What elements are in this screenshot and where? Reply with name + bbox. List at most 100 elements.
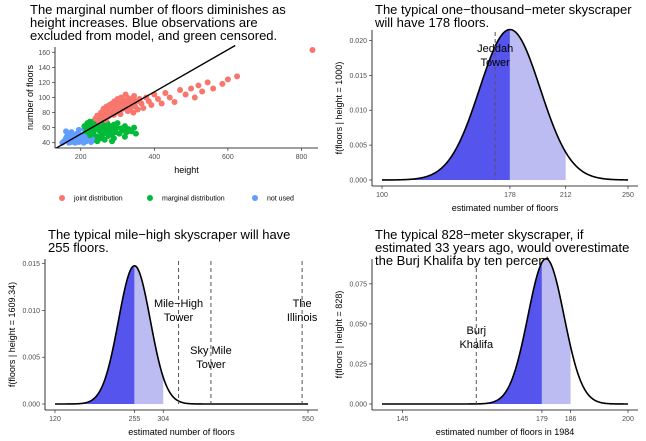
chart-title-line: 255 floors. xyxy=(48,240,109,255)
scatter-point xyxy=(162,89,169,96)
chart-title-line: The marginal number of floors diminishes… xyxy=(30,2,286,17)
y-tick-label: 0.025 xyxy=(349,361,367,368)
y-axis-label: number of floors xyxy=(25,64,35,130)
density-curve xyxy=(382,257,629,405)
y-tick-label: 0.005 xyxy=(349,143,367,150)
x-tick-label: 120 xyxy=(49,416,61,423)
y-axis-label: f(floors | height = 828) xyxy=(334,291,344,379)
scatter-point xyxy=(109,138,116,145)
density-curve xyxy=(55,264,308,405)
scatter-point xyxy=(140,105,147,112)
chart-title-line: excluded from model, and green censored. xyxy=(30,28,277,43)
y-tick-label: 0.000 xyxy=(22,402,40,409)
x-tick-label: 145 xyxy=(397,416,409,423)
density-shade-dark xyxy=(382,262,542,404)
reference-label: Tower xyxy=(164,312,194,324)
x-axis-label: estimated number of floors xyxy=(128,427,235,437)
reference-label: Tower xyxy=(196,359,226,371)
x-tick-label: 186 xyxy=(565,416,577,423)
chart-title-line: will have 178 floors. xyxy=(374,15,489,30)
density-shade-dark xyxy=(382,29,510,180)
scatter-point xyxy=(191,94,198,101)
fit-line xyxy=(55,45,236,148)
x-tick-label: 800 xyxy=(296,154,308,161)
scatter-point xyxy=(68,129,75,136)
x-tick-label: 600 xyxy=(222,154,234,161)
x-tick-label: 100 xyxy=(376,192,388,199)
y-tick-label: 160 xyxy=(38,50,50,57)
scatter-point xyxy=(121,133,128,140)
scatter-point xyxy=(309,47,316,54)
density-shade-light xyxy=(509,29,566,180)
x-axis-label: height xyxy=(174,165,199,175)
scatter-point xyxy=(97,135,104,142)
x-tick-label: 250 xyxy=(622,192,634,199)
scatter-point xyxy=(204,79,211,86)
scatter-points xyxy=(55,45,316,148)
scatter-point xyxy=(148,102,155,109)
density-shade-dark xyxy=(55,265,135,404)
scatter-point xyxy=(75,126,82,133)
scatter-point xyxy=(86,132,93,139)
x-tick-label: 212 xyxy=(560,192,572,199)
chart-title-line: The typical one−thousand−meter skyscrape… xyxy=(375,2,632,17)
scatter-point xyxy=(131,92,138,99)
y-tick-label: 0.050 xyxy=(349,321,367,328)
y-tick-label: 140 xyxy=(38,65,50,72)
x-tick-label: 200 xyxy=(75,154,87,161)
scatter-point xyxy=(132,130,139,137)
density-shade-light xyxy=(134,265,164,404)
scatter-point xyxy=(199,88,206,95)
x-tick-label: 550 xyxy=(302,416,314,423)
legend-key xyxy=(59,195,65,201)
reference-label: Jeddah xyxy=(477,43,513,55)
chart-title-line: The typical 828−meter skyscraper, if xyxy=(375,227,584,242)
legend-key xyxy=(252,195,258,201)
scatter-point xyxy=(177,86,184,93)
x-tick-label: 304 xyxy=(157,416,169,423)
scatter-point xyxy=(188,85,195,92)
reference-label: Tower xyxy=(480,57,510,69)
y-tick-label: 0.010 xyxy=(349,108,367,115)
x-tick-label: 179 xyxy=(536,416,548,423)
scatter-point xyxy=(63,128,70,135)
y-tick-label: 0.010 xyxy=(22,308,40,315)
y-tick-label: 0.015 xyxy=(349,73,367,80)
scatter-point xyxy=(130,109,137,116)
y-tick-label: 120 xyxy=(38,80,50,87)
scatter-point xyxy=(138,100,145,107)
y-tick-label: 0.005 xyxy=(22,355,40,362)
reference-label: The xyxy=(293,298,312,310)
chart-title-line: estimated 33 years ago, would overestima… xyxy=(375,240,629,255)
density-panel-1000m: The typical one−thousand−meter skyscrape… xyxy=(334,2,638,213)
scatter-point xyxy=(195,82,202,89)
scatter-point xyxy=(114,120,121,127)
scatter-point xyxy=(224,76,231,83)
scatter-panel: The marginal number of floors diminishes… xyxy=(25,2,318,203)
y-tick-label: 0.000 xyxy=(349,178,367,185)
reference-label: Sky Mile xyxy=(190,345,232,357)
legend-key xyxy=(147,195,153,201)
scatter-point xyxy=(210,85,217,92)
reference-label: Mile−High xyxy=(154,298,203,310)
chart-title-line: height increases. Blue observations are xyxy=(30,15,258,30)
scatter-point xyxy=(158,100,165,107)
legend-label: not used xyxy=(267,196,294,203)
scatter-point xyxy=(166,94,173,101)
x-tick-label: 255 xyxy=(129,416,141,423)
x-tick-label: 178 xyxy=(504,192,516,199)
x-tick-label: 400 xyxy=(148,154,160,161)
y-tick-label: 0.015 xyxy=(22,261,40,268)
scatter-point xyxy=(234,73,241,80)
density-curve xyxy=(382,28,629,181)
y-tick-label: 100 xyxy=(38,95,50,102)
y-tick-label: 0.000 xyxy=(349,402,367,409)
scatter-point xyxy=(219,80,226,87)
y-tick-label: 80 xyxy=(42,110,50,117)
legend: joint distribution marginal distribution n… xyxy=(59,195,294,203)
legend-label: joint distribution xyxy=(73,196,123,203)
reference-label: Burj xyxy=(467,325,487,337)
y-tick-label: 60 xyxy=(42,125,50,132)
scatter-point xyxy=(134,106,141,113)
